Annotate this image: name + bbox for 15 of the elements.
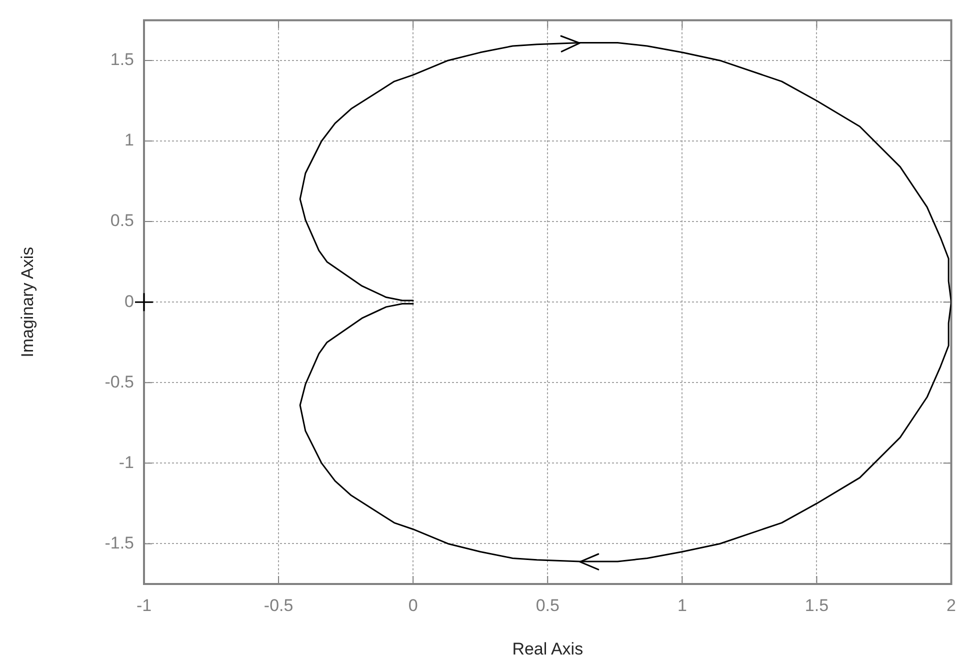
y-axis-title: Imaginary Axis xyxy=(18,246,37,358)
y-tick-label: 1 xyxy=(124,130,134,150)
x-tick-label: 1.5 xyxy=(804,596,829,615)
y-tick-label: 1.5 xyxy=(110,50,134,70)
x-axis-title: Real Axis xyxy=(512,639,584,658)
x-tick-label: -0.5 xyxy=(264,596,294,615)
y-tick-label: -1.5 xyxy=(104,533,134,552)
x-tick-label: 1 xyxy=(677,596,687,615)
x-tick-label: 0.5 xyxy=(536,596,560,615)
y-tick-label: 0 xyxy=(124,292,134,311)
y-tick-label: 0.5 xyxy=(110,211,134,230)
x-tick-label: 0 xyxy=(408,596,418,615)
y-tick-label: -0.5 xyxy=(104,372,134,392)
x-tick-label: 2 xyxy=(946,596,956,615)
y-tick-label: -1 xyxy=(118,452,134,472)
